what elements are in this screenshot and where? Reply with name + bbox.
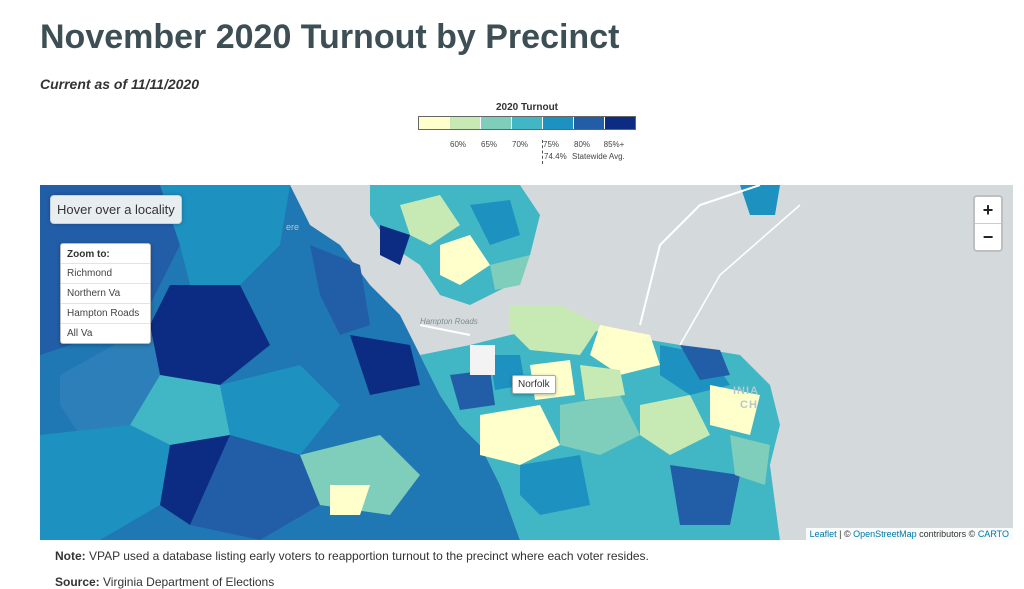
place-label: CH <box>740 399 758 411</box>
zoom-control: + − <box>973 195 1003 252</box>
precinct <box>490 255 530 290</box>
bridge-line <box>419 324 471 336</box>
precinct <box>600 455 670 505</box>
precinct <box>470 200 520 245</box>
note-text: VPAP used a database listing early voter… <box>85 549 649 563</box>
county-region <box>60 325 160 435</box>
zoom-out-button[interactable]: − <box>975 223 1001 250</box>
precinct <box>450 370 495 410</box>
county-region <box>130 375 230 445</box>
legend-tick: 80% <box>573 140 591 149</box>
precinct <box>730 435 770 485</box>
leaflet-link[interactable]: Leaflet <box>809 529 837 539</box>
zoom-option-northern-va[interactable]: Northern Va <box>61 283 150 303</box>
legend-swatches <box>418 116 636 130</box>
county-region <box>350 335 420 395</box>
county-region <box>160 185 290 285</box>
bridge-line <box>639 185 761 326</box>
page-subtitle: Current as of 11/11/2020 <box>40 76 200 92</box>
precinct <box>540 515 600 540</box>
precinct <box>590 325 660 375</box>
carto-link[interactable]: CARTO <box>977 529 1009 539</box>
legend-swatch <box>481 117 512 129</box>
precinct <box>580 365 625 400</box>
bridge-line <box>679 204 801 346</box>
precinct <box>520 455 590 515</box>
turnout-map[interactable]: Hampton Roads ere INIA CH Hover over a l… <box>40 185 1013 540</box>
legend-swatch <box>419 117 450 129</box>
attribution-contributors: contributors © <box>916 529 978 539</box>
precinct <box>510 305 600 355</box>
legend-swatch <box>512 117 543 129</box>
precinct <box>560 395 640 455</box>
footnote: Note: VPAP used a database listing early… <box>55 549 649 563</box>
precinct <box>400 195 460 245</box>
hover-info-box: Hover over a locality <box>50 195 182 224</box>
legend-tick: 85%+ <box>603 140 625 149</box>
legend-tick: 65% <box>480 140 498 149</box>
legend-swatch <box>543 117 574 129</box>
county-region <box>40 425 170 540</box>
page-title: November 2020 Turnout by Precinct <box>40 18 620 56</box>
legend-swatch <box>574 117 605 129</box>
white-area <box>470 345 495 375</box>
zoom-option-hampton-roads[interactable]: Hampton Roads <box>61 303 150 323</box>
water-label: Hampton Roads <box>420 317 478 326</box>
place-label: INIA <box>733 385 759 397</box>
source-line: Source: Virginia Department of Elections <box>55 575 274 589</box>
place-label: ere <box>286 222 300 232</box>
statewide-avg-value: 74.4% <box>544 152 567 161</box>
zoom-option-richmond[interactable]: Richmond <box>61 263 150 283</box>
zoom-to-title: Zoom to: <box>67 249 110 260</box>
precinct <box>710 385 760 435</box>
county-region <box>150 285 270 385</box>
precinct <box>380 225 410 265</box>
map-canvas[interactable] <box>40 185 1013 540</box>
attribution-separator: | © <box>836 529 854 539</box>
city-label-norfolk: Norfolk <box>512 375 556 394</box>
precinct <box>670 465 740 525</box>
source-text: Virginia Department of Elections <box>99 575 275 589</box>
county-region <box>330 485 370 515</box>
precinct <box>740 185 780 215</box>
precinct <box>680 345 730 380</box>
note-label: Note: <box>55 549 86 563</box>
source-label: Source: <box>55 575 100 589</box>
precinct <box>480 405 560 465</box>
precinct <box>640 395 710 455</box>
legend-tick: 75% <box>542 140 560 149</box>
legend-swatch <box>450 117 481 129</box>
precinct <box>440 235 490 285</box>
zoom-to-panel: Zoom to: Richmond Northern Va Hampton Ro… <box>60 243 151 344</box>
county-region <box>190 435 320 540</box>
atlantic-ocean <box>770 315 1013 540</box>
county-region <box>310 245 370 335</box>
legend-title: 2020 Turnout <box>495 102 559 113</box>
statewide-avg-label: Statewide Avg. <box>572 152 625 161</box>
zoom-option-all-va[interactable]: All Va <box>61 323 150 343</box>
zoom-in-button[interactable]: + <box>982 200 994 220</box>
legend-tick: 70% <box>511 140 529 149</box>
osm-link[interactable]: OpenStreetMap <box>853 529 917 539</box>
legend-tick: 60% <box>449 140 467 149</box>
statewide-avg-marker <box>542 140 543 164</box>
legend-swatch <box>605 117 635 129</box>
map-attribution: Leaflet | © OpenStreetMap contributors ©… <box>805 528 1013 540</box>
county-region <box>220 365 340 455</box>
